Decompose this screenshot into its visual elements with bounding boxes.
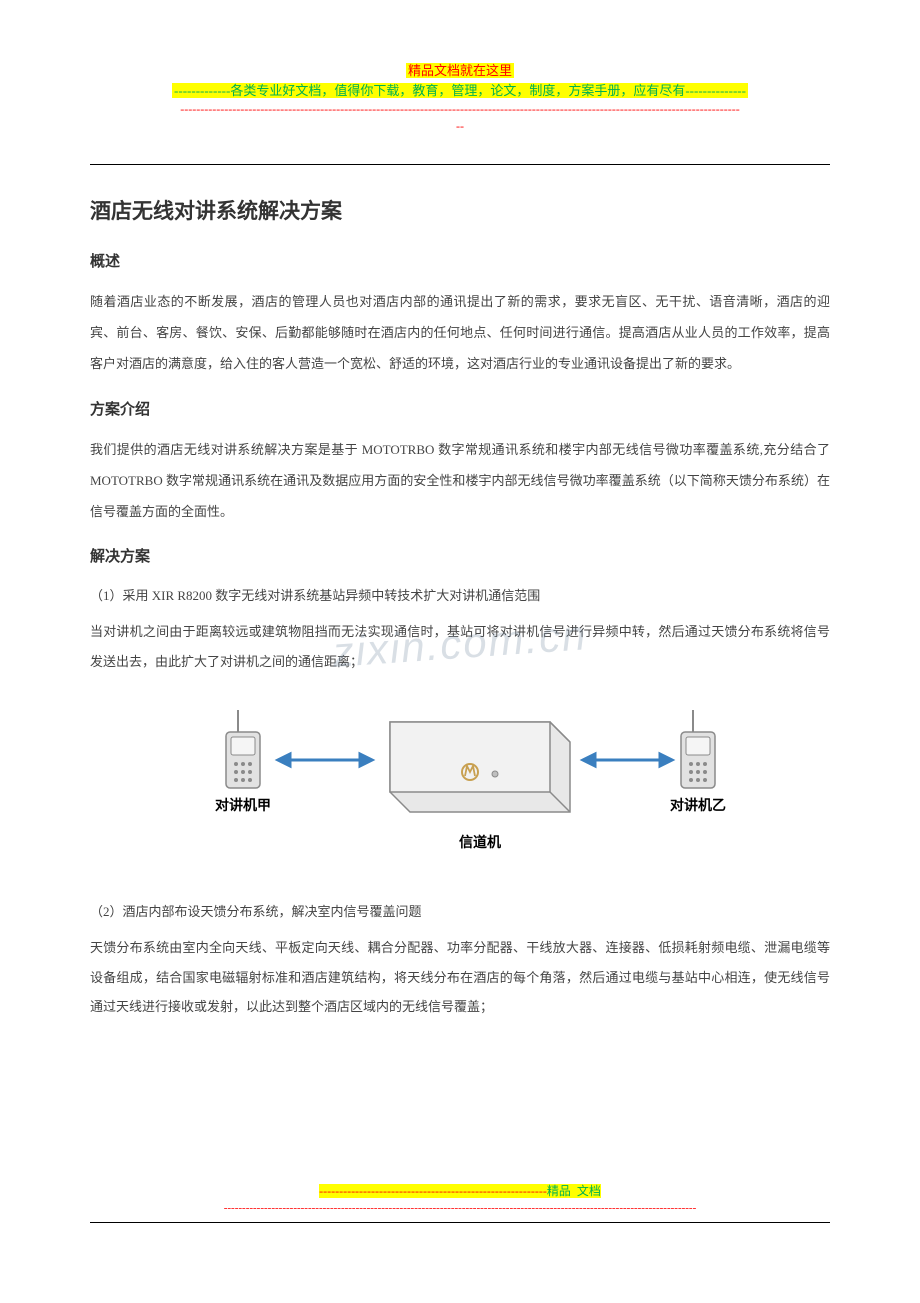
banner-sep1: ----------------------------------------… [90,102,830,117]
footer-sep: ----------------------------------------… [90,1202,830,1214]
arrow-right-icon [583,754,672,766]
label-radio-right: 对讲机乙 [670,797,726,813]
label-repeater: 信道机 [459,834,501,850]
page-title: 酒店无线对讲系统解决方案 [90,195,830,225]
radio-left-icon [226,710,260,788]
heading-intro: 方案介绍 [90,398,830,419]
repeater-icon [390,722,570,812]
solution-item1-head: （1）采用 XIR R8200 数字无线对讲系统基站异频中转技术扩大对讲机通信范… [90,581,830,611]
arrow-left-icon [278,754,372,766]
bottom-rule [90,1222,830,1223]
heading-overview: 概述 [90,250,830,271]
footer-banner: ----------------------------------------… [90,1182,830,1223]
heading-solution: 解决方案 [90,545,830,566]
solution-item1-body: 当对讲机之间由于距离较远或建筑物阻挡而无法实现通信时，基站可将对讲机信号进行异频… [90,617,830,677]
solution-item2-body: 天馈分布系统由室内全向天线、平板定向天线、耦合分配器、功率分配器、干线放大器、连… [90,933,830,1023]
banner-line2: -------------各类专业好文档，值得你下载，教育，管理，论文，制度，方… [90,80,830,100]
repeater-diagram: 对讲机甲 信道机 [190,692,730,877]
solution-item2-head: （2）酒店内部布设天馈分布系统，解决室内信号覆盖问题 [90,897,830,927]
banner-sep2: -- [90,119,830,134]
diagram-svg: 对讲机甲 信道机 [190,692,730,872]
top-rule [90,164,830,165]
banner-line1: 精品文档就在这里 [90,60,830,80]
para-intro: 我们提供的酒店无线对讲系统解决方案是基于 MOTOTRBO 数字常规通讯系统和楼… [90,434,830,528]
radio-right-icon [681,710,715,788]
para-overview: 随着酒店业态的不断发展，酒店的管理人员也对酒店内部的通讯提出了新的需求，要求无盲… [90,286,830,380]
label-radio-left: 对讲机甲 [215,797,271,813]
header-banner: 精品文档就在这里 -------------各类专业好文档，值得你下载，教育，管… [90,60,830,134]
footer-line1: ----------------------------------------… [90,1182,830,1200]
